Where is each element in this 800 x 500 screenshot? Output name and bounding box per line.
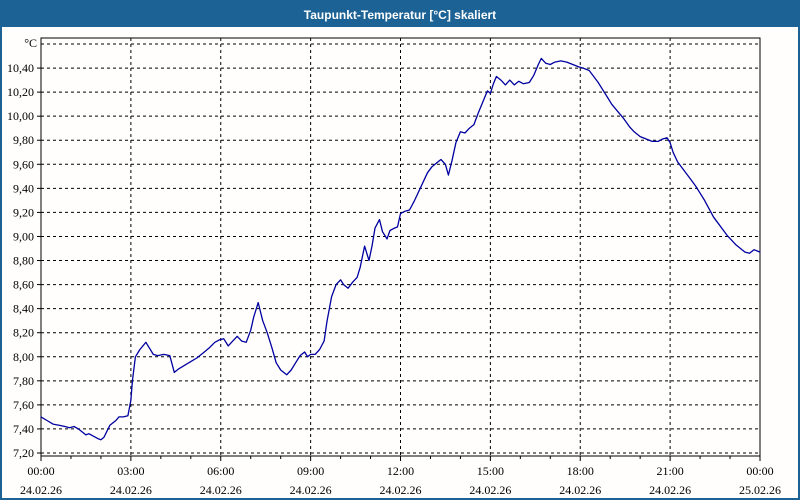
window-title: Taupunkt-Temperatur [°C] skaliert: [303, 7, 497, 22]
x-tick-date-label: 24.02.26: [20, 483, 62, 497]
y-tick-label: 10,40: [7, 61, 34, 75]
x-tick-time-label: 03:00: [117, 464, 144, 478]
y-tick-label: 9,40: [13, 181, 34, 195]
chart-region: 7,20 7,40 7,60 7,80 8,00 8,20 8,40 8,60 8,80 9,00…: [2, 27, 798, 498]
chart-canvas: 7,20 7,40 7,60 7,80 8,00 8,20 8,40 8,60 8,80 9,00…: [7, 36, 781, 497]
title-bar: Taupunkt-Temperatur [°C] skaliert: [2, 2, 798, 27]
x-tick-time-label: 18:00: [567, 464, 594, 478]
y-tick-label: 9,80: [13, 133, 34, 147]
y-tick-label: 10,20: [7, 85, 34, 99]
y-tick-label: 9,20: [13, 205, 34, 219]
x-tick-date-label: 25.02.26: [739, 483, 781, 497]
y-tick-label: 8,40: [13, 302, 34, 316]
series-line: [40, 57, 761, 441]
x-tick-time-label: 00:00: [27, 464, 54, 478]
y-tick-label: 8,20: [13, 326, 34, 340]
x-tick-date-label: 24.02.26: [380, 483, 422, 497]
y-tick-label: 7,40: [13, 422, 34, 436]
x-tick-date-label: 24.02.26: [649, 483, 691, 497]
y-tick-label: 7,80: [13, 374, 34, 388]
x-tick-date-label: 24.02.26: [110, 483, 152, 497]
y-tick-label: 8,00: [13, 350, 34, 364]
y-tick-label: 7,60: [13, 398, 34, 412]
x-tick-time-label: 00:00: [746, 464, 773, 478]
y-tick-label: 9,60: [13, 157, 34, 171]
x-tick-date-label: 24.02.26: [200, 483, 242, 497]
x-tick-date-label: 24.02.26: [559, 483, 601, 497]
x-tick-date-label: 24.02.26: [469, 483, 511, 497]
x-tick-time-label: 09:00: [297, 464, 324, 478]
x-tick-date-label: 24.02.26: [290, 483, 332, 497]
y-tick-label: 8,80: [13, 254, 34, 268]
x-tick-time-label: 15:00: [477, 464, 504, 478]
x-tick-time-label: 06:00: [207, 464, 234, 478]
plot-frame: [40, 37, 761, 457]
y-axis-unit-label: °C: [24, 36, 37, 50]
y-tick-label: 9,00: [13, 229, 34, 243]
y-tick-label: 8,60: [13, 278, 34, 292]
y-tick-label: 10,00: [7, 109, 34, 123]
x-tick-time-label: 12:00: [387, 464, 414, 478]
x-tick-time-label: 21:00: [656, 464, 683, 478]
y-tick-label: 7,20: [13, 446, 34, 460]
